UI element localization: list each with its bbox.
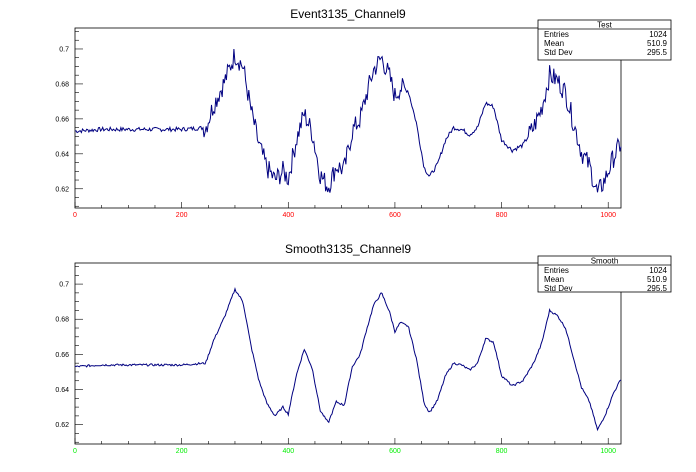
- y-tick-label: 0.7: [59, 46, 69, 53]
- chart-panel-2: Smooth3135_Channel9 0 200 400 600 800 1000 0.62…: [55, 242, 672, 455]
- y-tick-label: 0.62: [55, 186, 69, 193]
- stats-row-value: 295.5: [647, 284, 668, 293]
- stats-row-value: 510.9: [647, 39, 668, 48]
- stats-row-label: Entries: [544, 30, 569, 39]
- series-line: [74, 287, 622, 432]
- series-line: [74, 48, 622, 193]
- y-tick-label: 0.64: [55, 387, 69, 394]
- x-tick-label: 0: [73, 448, 77, 455]
- stats-box-frame: [537, 19, 672, 61]
- chart-title: Event3135_Channel9: [290, 7, 406, 21]
- x-tick-label: 200: [176, 212, 188, 219]
- x-tick-label: 600: [389, 212, 401, 219]
- plot-frame: [74, 262, 622, 445]
- y-tick-label: 0.62: [55, 422, 69, 429]
- chart-title: Smooth3135_Channel9: [285, 242, 411, 256]
- plot-frame: [74, 27, 622, 209]
- x-tick-label: 800: [496, 212, 508, 219]
- chart-panel-1: Event3135_Channel9 0 200 400 600 800 1000 0.62 0…: [55, 7, 672, 219]
- stats-row-label: Mean: [544, 275, 564, 284]
- stats-box-name: Test: [597, 21, 612, 30]
- stats-row-value: 1024: [649, 30, 667, 39]
- stats-row-value: 1024: [649, 266, 667, 275]
- x-tick-label: 200: [176, 448, 188, 455]
- stats-row-value: 295.5: [647, 48, 668, 57]
- x-tick-label: 400: [282, 212, 294, 219]
- x-tick-label: 600: [389, 448, 401, 455]
- y-tick-label: 0.7: [59, 282, 69, 289]
- stats-row-label: Std Dev: [544, 284, 572, 293]
- x-tick-label: 800: [496, 448, 508, 455]
- stats-box: Smooth Entries 1024 Mean 510.9 Std Dev 295.5: [537, 255, 672, 293]
- y-tick-label: 0.66: [55, 352, 69, 359]
- y-tick-label: 0.64: [55, 151, 69, 158]
- stats-box-name: Smooth: [591, 257, 619, 266]
- stats-row-label: Std Dev: [544, 48, 572, 57]
- stats-box: Test Entries 1024 Mean 510.9 Std Dev 295.5: [537, 19, 672, 61]
- y-tick-label: 0.68: [55, 81, 69, 88]
- stats-row-label: Mean: [544, 39, 564, 48]
- x-tick-label: 400: [282, 448, 294, 455]
- y-tick-label: 0.68: [55, 317, 69, 324]
- y-tick-label: 0.66: [55, 116, 69, 123]
- x-tick-label: 1000: [600, 212, 616, 219]
- x-tick-label: 1000: [600, 448, 616, 455]
- stats-row-label: Entries: [544, 266, 569, 275]
- x-tick-label: 0: [73, 212, 77, 219]
- stats-row-value: 510.9: [647, 275, 668, 284]
- stats-box-frame: [537, 255, 672, 293]
